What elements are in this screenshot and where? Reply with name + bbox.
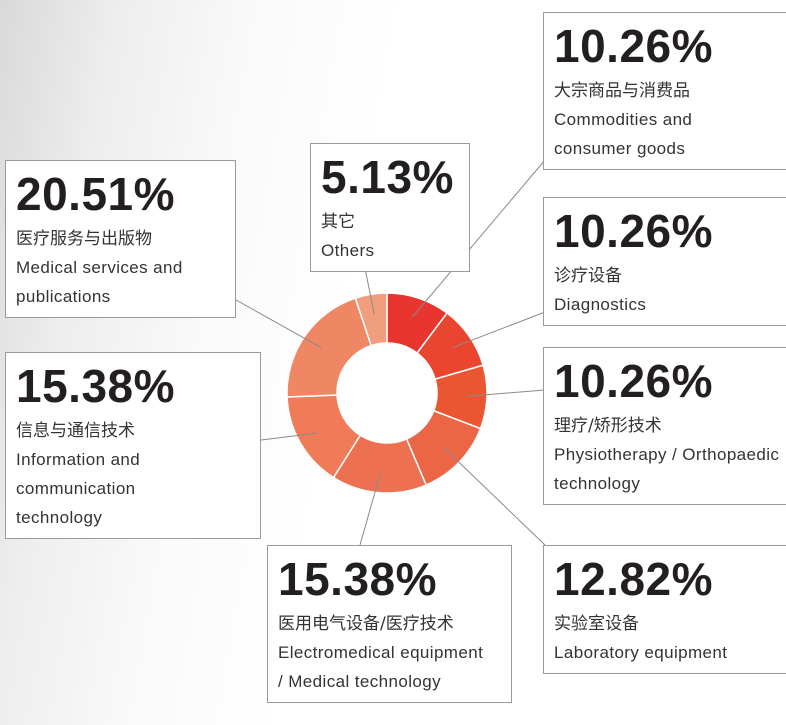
category-label-zh: 大宗商品与消费品 (554, 77, 786, 105)
value-label: 5.13% (321, 152, 459, 202)
category-label: Diagnostics (554, 290, 784, 319)
value-label: 10.26% (554, 21, 786, 71)
donut-segment (287, 298, 371, 397)
value-label: 20.51% (16, 169, 225, 219)
category-label-zh: 理疗/矫形技术 (554, 412, 786, 440)
category-label: Medical services and publications (16, 253, 231, 311)
category-label-zh: 实验室设备 (554, 610, 786, 638)
category-label-zh: 信息与通信技术 (16, 417, 250, 445)
leader-line (445, 448, 545, 545)
value-label: 10.26% (554, 356, 786, 406)
leader-line (236, 300, 321, 348)
category-label: Physiotherapy / Orthopaedic technology (554, 440, 786, 498)
category-label: Others (321, 236, 461, 265)
category-label-zh: 诊疗设备 (554, 262, 786, 290)
category-label-zh: 医用电气设备/医疗技术 (278, 610, 501, 638)
value-label: 12.82% (554, 554, 786, 604)
category-label: Commodities and consumer goods (554, 105, 729, 163)
page: {"chart_data": {"type": "donut", "catego… (0, 0, 786, 725)
leader-line (453, 312, 545, 348)
category-label-zh: 医疗服务与出版物 (16, 225, 225, 253)
value-label: 15.38% (16, 361, 250, 411)
category-label: Laboratory equipment (554, 638, 786, 667)
category-label: Electromedical equipment / Medical techn… (278, 638, 493, 696)
value-label: 10.26% (554, 206, 786, 256)
category-label-zh: 其它 (321, 208, 459, 236)
value-label: 15.38% (278, 554, 501, 604)
category-label: Information and communication technology (16, 445, 216, 532)
